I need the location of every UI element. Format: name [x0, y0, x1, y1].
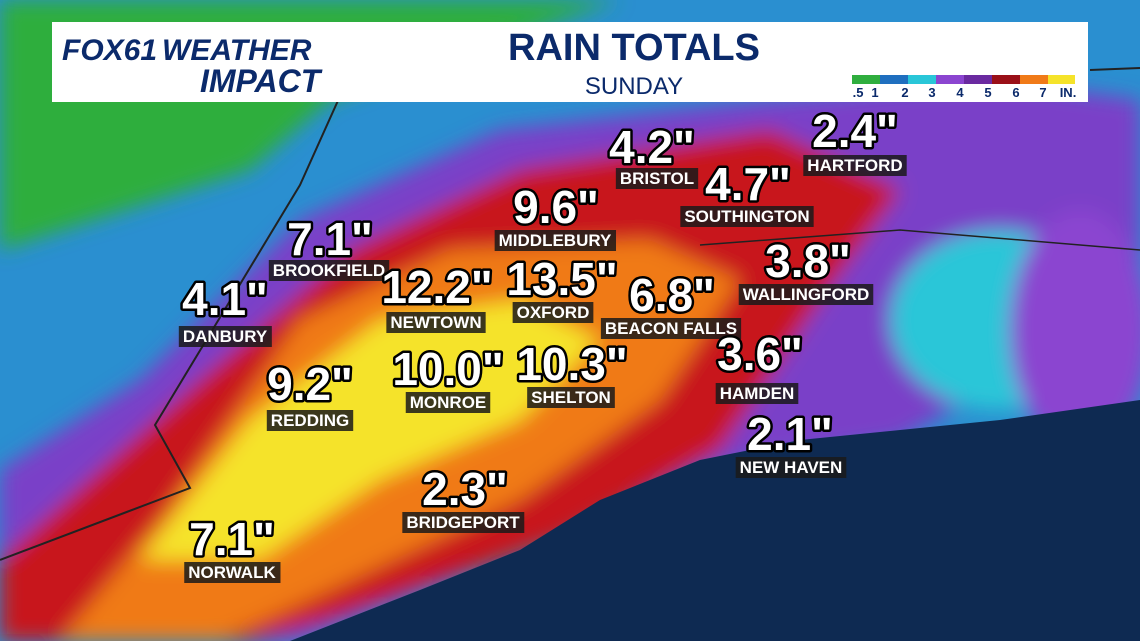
logo-line2: IMPACT: [200, 63, 323, 99]
rain-total: 10.0": [392, 343, 503, 395]
label-bg: [494, 230, 617, 251]
town-name: BRIDGEPORT: [406, 513, 520, 532]
town-name: HARTFORD: [807, 156, 902, 175]
subtitle: SUNDAY: [585, 73, 683, 100]
legend-label: .5: [853, 85, 864, 100]
legend-label: 5: [984, 85, 991, 100]
town: 3.6" HAMDEN: [715, 326, 805, 404]
rain-total: 6.8": [629, 269, 715, 321]
legend-label: 2: [901, 85, 908, 100]
legend-label: 3: [928, 85, 935, 100]
logo-brand: FOX61: [62, 34, 157, 67]
town: 9.6"MIDDLEBURY: [494, 179, 617, 251]
rain-total: 13.5": [506, 253, 617, 305]
town: 4.1" DANBURY: [178, 271, 272, 347]
label-bg: [738, 284, 874, 305]
rain-total: 2.1": [747, 408, 833, 460]
label-bg: [386, 312, 486, 333]
town-name: OXFORD: [517, 303, 590, 322]
town: 7.1"NORWALK: [184, 511, 281, 583]
rain-total: 12.2": [381, 261, 492, 313]
town: 3.8"WALLINGFORD: [738, 233, 874, 305]
town: 2.4"HARTFORD: [803, 103, 907, 176]
legend-label: 7: [1039, 85, 1046, 100]
label-bg: [715, 383, 799, 404]
rain-total: 9.6": [513, 181, 599, 233]
rain-total: 10.3": [516, 338, 627, 390]
label-bg: [600, 318, 742, 339]
rain-total: 3.8": [765, 235, 851, 287]
label-bg: [405, 392, 491, 413]
town: 2.1"NEW HAVEN: [735, 406, 847, 478]
rain-total: 2.3": [422, 463, 508, 515]
town: 10.3"SHELTON: [514, 336, 630, 408]
town: 9.2"REDDING: [265, 356, 355, 431]
town: 2.3"BRIDGEPORT: [402, 461, 525, 533]
label-bg: [268, 260, 390, 281]
rain-total: 4.7": [705, 158, 791, 210]
town: 12.2"NEWTOWN: [379, 259, 495, 333]
legend-unit: IN.: [1060, 85, 1077, 100]
town-name: DANBURY: [183, 327, 268, 346]
rain-total: 7.1": [189, 513, 275, 565]
town-name: NORWALK: [188, 563, 276, 582]
label-bg: [803, 155, 907, 176]
rain-total: 9.2": [267, 358, 353, 410]
town-name: NEW HAVEN: [740, 458, 843, 477]
town: 13.5"OXFORD: [504, 251, 620, 323]
rain-total: 2.4": [812, 105, 898, 157]
label-bg: [735, 457, 847, 478]
label-bg: [680, 206, 814, 227]
legend-label: 1: [871, 85, 878, 100]
legend-label: 6: [1012, 85, 1019, 100]
town-name: REDDING: [271, 411, 349, 430]
rain-total: 4.2": [609, 121, 695, 173]
logo-line1: WEATHER: [162, 34, 312, 67]
label-bg: [402, 512, 525, 533]
town: 4.2"BRISTOL: [607, 119, 699, 189]
town-name: HAMDEN: [720, 384, 795, 403]
town: 6.8"BEACON FALLS: [600, 267, 742, 339]
label-bg: [512, 302, 594, 323]
header: FOX61 WEATHER IMPACT RAIN TOTALS SUNDAY: [52, 22, 1088, 102]
title: RAIN TOTALS: [508, 27, 760, 69]
town: 7.1"BROOKFIELD: [268, 211, 390, 281]
rain-total: 3.6": [717, 328, 803, 380]
town-name: NEWTOWN: [390, 313, 481, 332]
label-bg: [184, 562, 281, 583]
town: 10.0"MONROE: [390, 341, 506, 413]
town: 4.7"SOUTHINGTON: [680, 156, 814, 227]
town-name: MONROE: [410, 393, 487, 412]
legend-bar: [852, 75, 1075, 84]
rain-total: 7.1": [287, 213, 373, 265]
town-name: BROOKFIELD: [273, 261, 385, 280]
label-bg: [178, 326, 272, 347]
legend-label: 4: [956, 85, 964, 100]
label-bg: [615, 168, 699, 189]
town-name: BRISTOL: [620, 169, 694, 188]
town-name: SOUTHINGTON: [684, 207, 809, 226]
town-name: WALLINGFORD: [743, 285, 870, 304]
rain-total: 4.1": [182, 273, 268, 325]
label-bg: [527, 387, 615, 408]
town-name: SHELTON: [531, 388, 611, 407]
label-bg: [266, 410, 354, 431]
town-name: MIDDLEBURY: [499, 231, 612, 250]
town-name: BEACON FALLS: [605, 319, 737, 338]
